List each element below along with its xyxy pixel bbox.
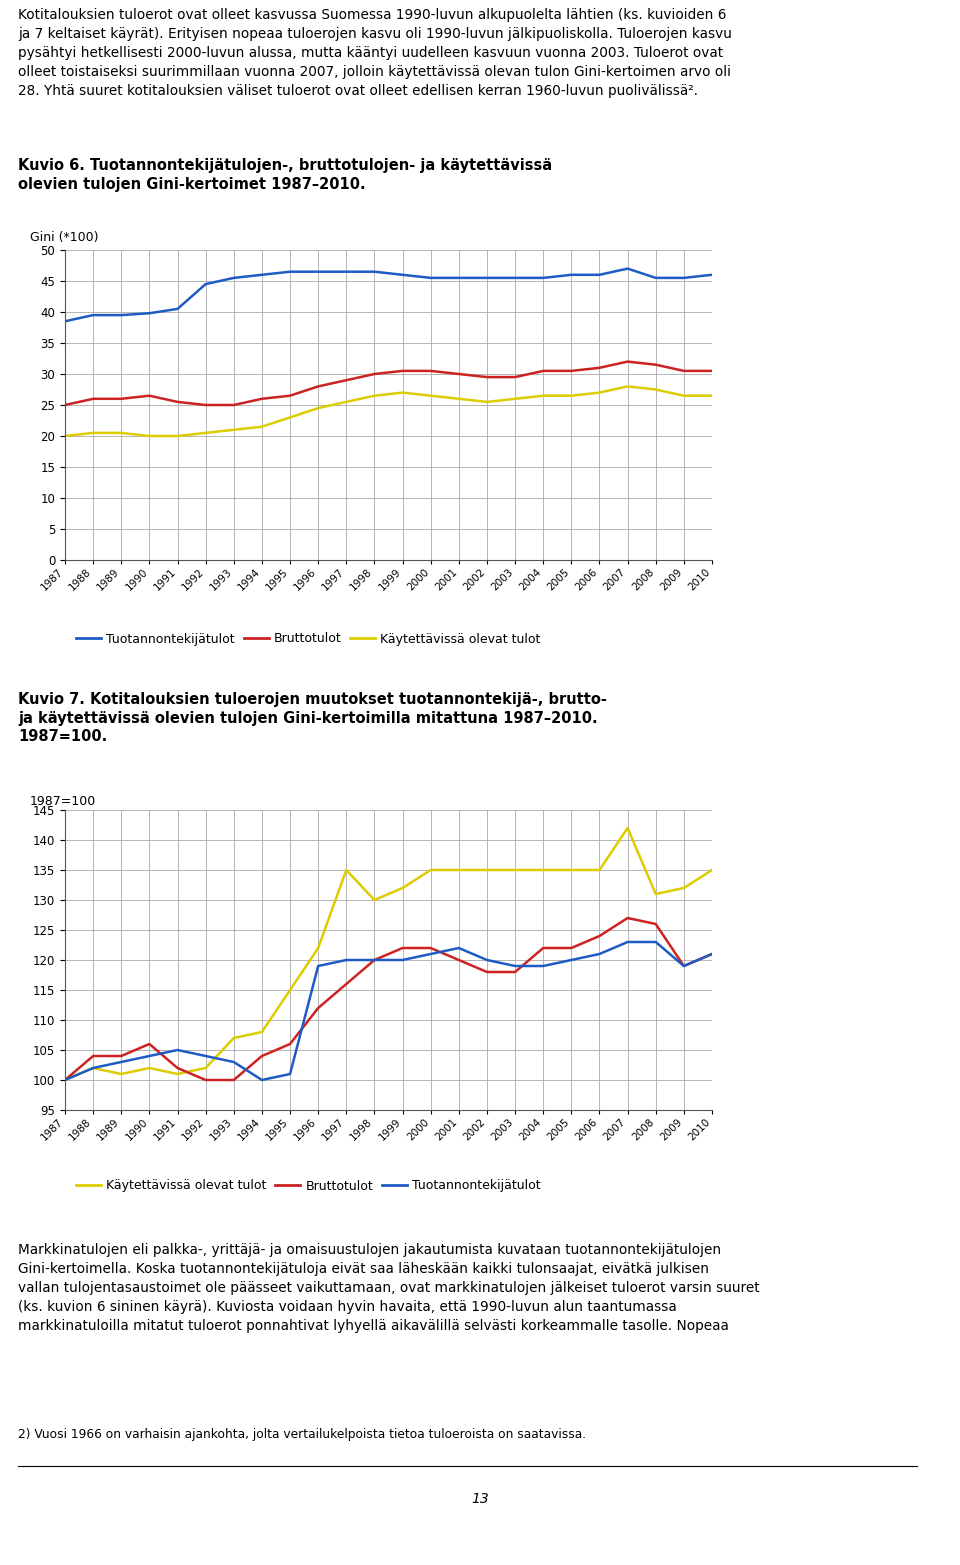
Text: Kuvio 6. Tuotannontekijätulojen-, bruttotulojen- ja käytettävissä
olevien tuloje: Kuvio 6. Tuotannontekijätulojen-, brutto… <box>18 158 552 191</box>
Legend: Tuotannontekijätulot, Bruttotulot, Käytettävissä olevat tulot: Tuotannontekijätulot, Bruttotulot, Käyte… <box>71 628 545 651</box>
Legend: Käytettävissä olevat tulot, Bruttotulot, Tuotannontekijätulot: Käytettävissä olevat tulot, Bruttotulot,… <box>71 1174 545 1197</box>
Text: 13: 13 <box>471 1491 489 1506</box>
Text: Markkinatulojen eli palkka-, yrittäjä- ja omaisuustulojen jakautumista kuvataan : Markkinatulojen eli palkka-, yrittäjä- j… <box>18 1243 759 1333</box>
Text: 2) Vuosi 1966 on varhaisin ajankohta, jolta vertailukelpoista tietoa tuloeroista: 2) Vuosi 1966 on varhaisin ajankohta, jo… <box>18 1427 587 1441</box>
Text: 1987=100: 1987=100 <box>30 795 96 809</box>
Text: Gini (*100): Gini (*100) <box>30 232 99 244</box>
Text: Kuvio 7. Kotitalouksien tuloerojen muutokset tuotannontekijä-, brutto-
ja käytet: Kuvio 7. Kotitalouksien tuloerojen muuto… <box>18 692 607 745</box>
Text: Kotitalouksien tuloerot ovat olleet kasvussa Suomessa 1990-luvun alkupuolelta lä: Kotitalouksien tuloerot ovat olleet kasv… <box>18 8 732 97</box>
